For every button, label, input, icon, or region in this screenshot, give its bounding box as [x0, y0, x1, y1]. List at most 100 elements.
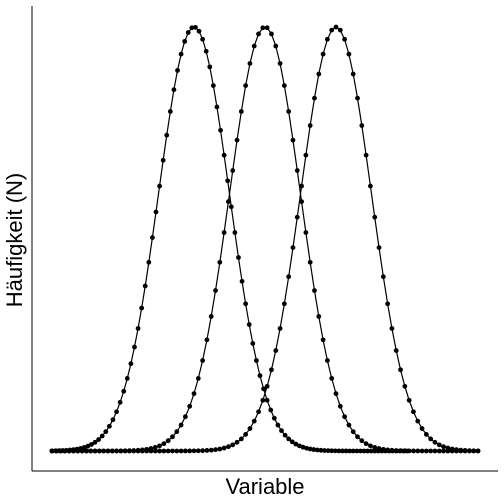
series-1-point — [185, 30, 191, 35]
series-2-point — [182, 414, 188, 420]
series-1-point — [196, 28, 202, 34]
series-1-point — [175, 67, 180, 73]
series-1-point — [368, 448, 374, 454]
series-2-point — [230, 168, 236, 173]
series-1-point — [239, 278, 245, 284]
series-3-point — [307, 123, 313, 128]
series-1-point — [89, 442, 94, 447]
series-1-point — [171, 87, 177, 93]
series-3-point — [269, 367, 274, 373]
series-2-point — [380, 446, 386, 452]
series-3-point — [101, 448, 107, 454]
series-1-point — [207, 64, 213, 70]
series-3-point — [170, 448, 175, 454]
series-3-point — [428, 436, 434, 442]
series-3-point — [290, 245, 296, 251]
series-2-point — [337, 403, 343, 409]
series-3-point — [139, 448, 145, 454]
series-3-point — [58, 448, 64, 454]
series-2-point — [213, 288, 218, 293]
series-2-point — [389, 447, 395, 453]
series-1-point — [189, 25, 195, 31]
series-2-point — [200, 358, 206, 363]
series-3-point — [122, 448, 128, 454]
series-1-point — [304, 445, 309, 451]
series-2-point — [204, 337, 210, 343]
series-3-point — [316, 71, 322, 77]
series-2-point — [208, 314, 214, 319]
series-1-point — [253, 358, 259, 363]
series-2-point — [432, 448, 438, 454]
series-1-point — [106, 423, 112, 429]
series-3-point — [402, 383, 408, 389]
series-1-point — [336, 448, 342, 454]
series-2-point — [273, 43, 279, 49]
series-3-point — [127, 448, 132, 454]
series-2-point — [428, 448, 434, 454]
series-1-point — [193, 24, 198, 30]
series-3-point — [161, 448, 167, 454]
series-2-point — [264, 25, 270, 31]
series-3-point — [329, 27, 335, 33]
series-3-point — [165, 448, 171, 454]
series-3-point — [277, 326, 283, 331]
series-2-point — [411, 448, 416, 454]
series-3-point — [230, 442, 236, 448]
series-2-point — [238, 109, 244, 114]
series-2-point — [324, 358, 330, 363]
series-3-point — [398, 367, 403, 373]
series-2-point — [342, 414, 348, 420]
series-3-point — [105, 448, 111, 454]
series-3-point — [182, 448, 188, 454]
series-1-point — [372, 448, 378, 454]
series-1-point — [160, 157, 166, 163]
series-2-point — [402, 448, 408, 454]
series-1-point — [286, 436, 292, 442]
series-3-point — [458, 447, 464, 453]
series-1-point — [243, 301, 249, 307]
series-1-point — [343, 448, 349, 454]
series-3-point — [294, 214, 300, 220]
series-2-point — [385, 447, 391, 453]
series-1-point — [318, 447, 324, 453]
series-1-point — [182, 38, 188, 44]
series-2-point — [152, 445, 158, 450]
series-1-point — [232, 230, 238, 235]
series-2-point — [307, 259, 313, 265]
series-1-point — [150, 235, 155, 240]
series-3-point — [273, 348, 279, 353]
series-1-point — [325, 448, 331, 454]
series-2-point — [415, 448, 421, 454]
series-2-point — [277, 61, 283, 66]
series-2-point — [368, 443, 373, 449]
series-1-point — [246, 322, 252, 327]
series-3-point — [96, 448, 102, 454]
series-3-point — [466, 448, 472, 454]
series-3-point — [389, 326, 395, 331]
series-1-point — [354, 448, 360, 454]
series-3 — [49, 24, 481, 454]
series-1-point — [268, 407, 274, 413]
series-1-point — [218, 127, 223, 133]
series-1-point — [99, 433, 105, 439]
series-3-point — [53, 448, 59, 454]
y-axis-title: Häufigkeit (N) — [2, 173, 27, 307]
series-3-point — [286, 274, 292, 280]
series-3-point — [432, 439, 438, 445]
series-2-point — [423, 448, 429, 454]
series-2-point — [294, 168, 300, 173]
series-2-point — [359, 438, 365, 444]
series-3-point — [462, 448, 468, 453]
series-1-point — [157, 183, 162, 189]
series-1-point — [282, 432, 288, 438]
series-1-point — [203, 48, 209, 54]
series-1-point — [350, 448, 356, 454]
series-2-point — [191, 391, 197, 397]
series-1-point — [261, 386, 266, 392]
series-1-point — [314, 447, 320, 453]
series-3-point — [84, 448, 89, 454]
series-3-point — [406, 397, 412, 403]
series-3-point — [144, 448, 150, 454]
series-3-point — [355, 95, 360, 101]
